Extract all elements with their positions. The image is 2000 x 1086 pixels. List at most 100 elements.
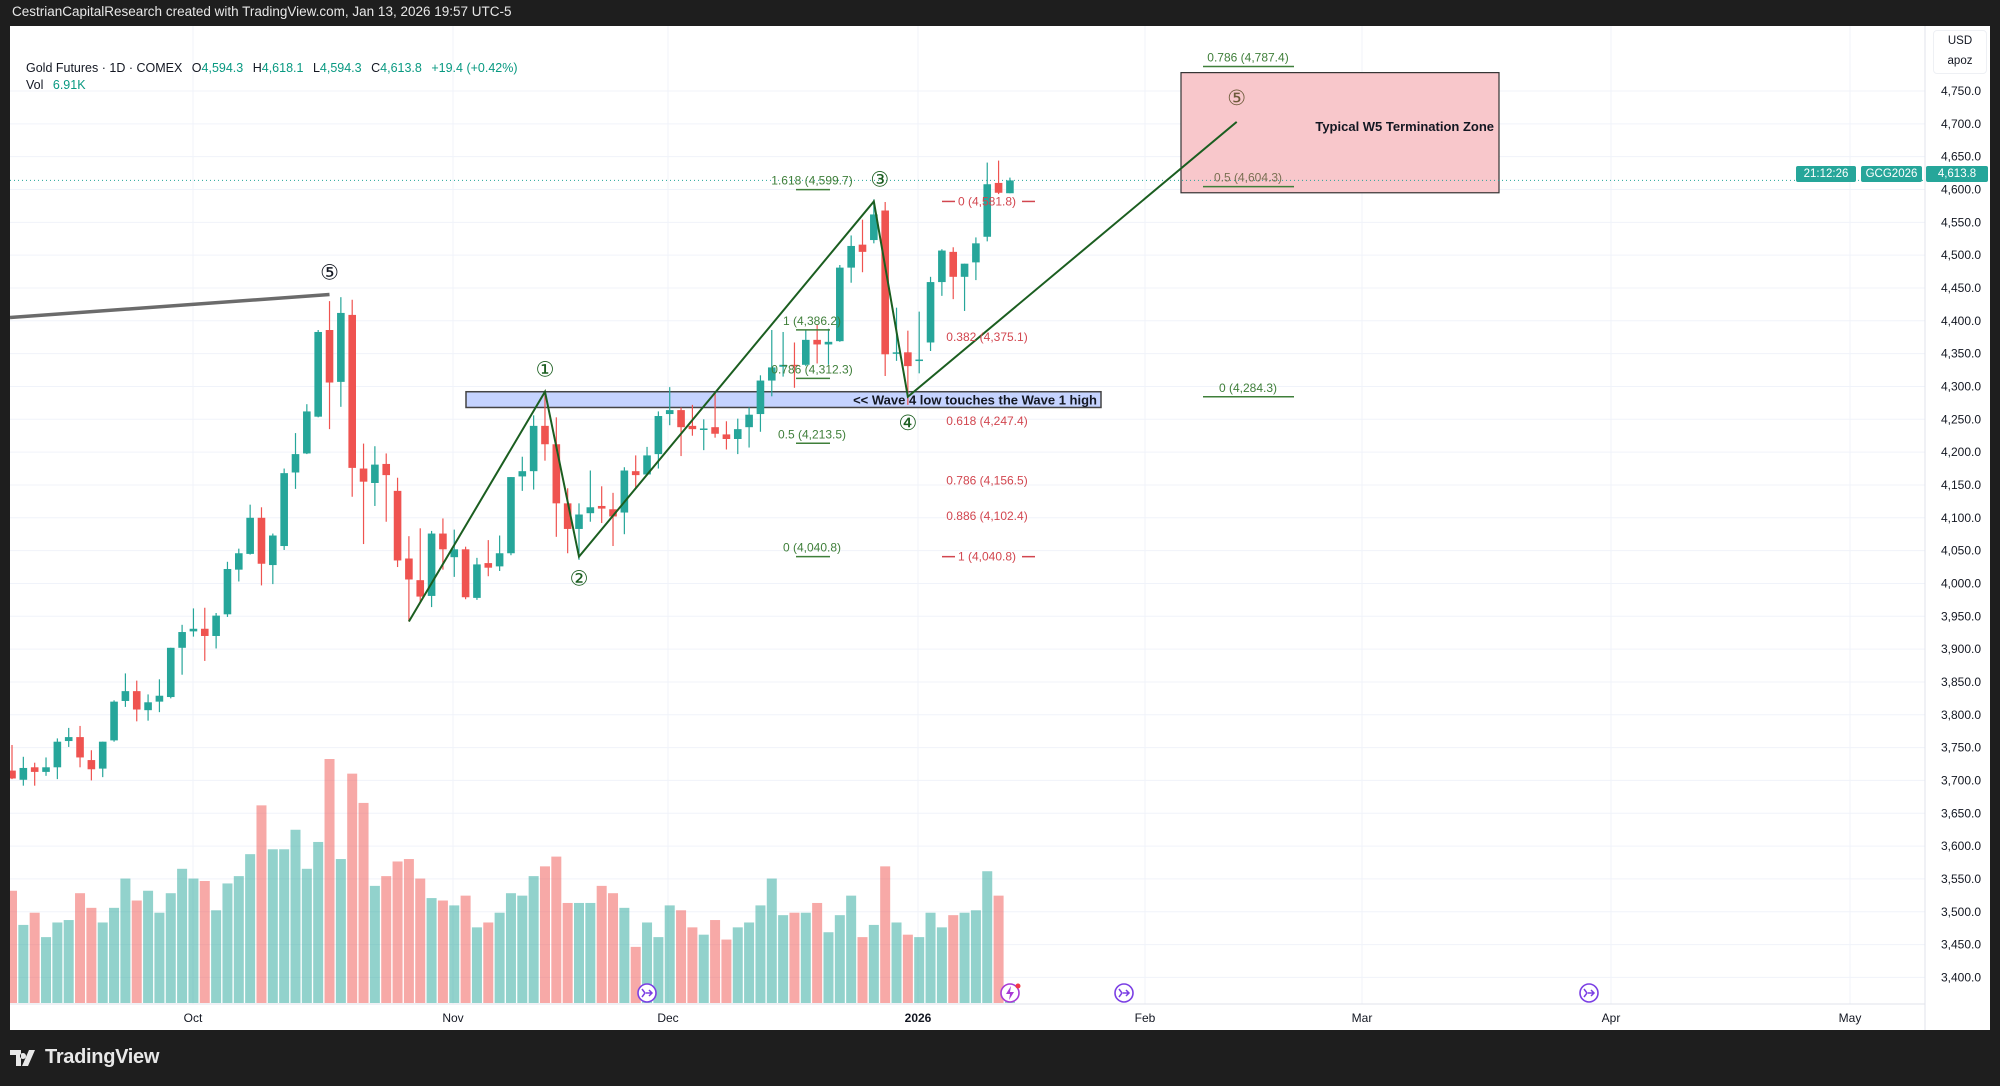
candle xyxy=(881,201,889,376)
volume-bar xyxy=(199,881,210,1003)
candle xyxy=(53,738,62,780)
candle-body xyxy=(178,632,186,648)
arrow-glyph xyxy=(1583,988,1596,998)
candle-body xyxy=(371,464,379,483)
price-tick-label: 4,700.0 xyxy=(1941,117,1981,131)
fib-retracement-label: 0.382 (4,375.1) xyxy=(946,330,1027,344)
price-scale-unit-selector[interactable]: USD apoz xyxy=(1933,30,1987,74)
chart-panel[interactable]: 4,750.0 4,700.0 4,650.0 4,600.0 4,550.0 4,500… xyxy=(10,26,1990,1030)
candle-body xyxy=(269,535,277,566)
candle-body xyxy=(824,341,833,345)
time-tick-label: Feb xyxy=(1135,1011,1156,1025)
candle xyxy=(802,330,810,367)
volume-bar xyxy=(823,932,834,1003)
volume-bar xyxy=(120,878,131,1003)
price-tick-label: 4,300.0 xyxy=(1941,379,1981,393)
candle-body xyxy=(733,429,742,439)
candle-body xyxy=(64,737,73,742)
fib-level-label: 1.618 (4,599.7) xyxy=(771,174,852,188)
candle xyxy=(767,330,776,397)
time-tick-label: May xyxy=(1839,1011,1862,1025)
event-arrow-icon[interactable] xyxy=(637,983,657,1003)
candle-body xyxy=(541,425,549,445)
price-change: +19.4 (+0.42%) xyxy=(431,61,518,75)
volume-bar xyxy=(86,907,97,1003)
arrow-glyph xyxy=(641,988,654,998)
candle-body xyxy=(552,444,561,504)
candle-body xyxy=(495,553,504,567)
candle-body xyxy=(858,244,867,252)
candle-body xyxy=(303,411,311,454)
candle-body xyxy=(631,471,640,476)
price-tick-label: 3,750.0 xyxy=(1941,741,1981,755)
price-tick-label: 4,550.0 xyxy=(1941,215,1981,229)
candle-body xyxy=(620,470,629,513)
candle xyxy=(450,529,459,577)
candle xyxy=(575,503,583,560)
event-arrow-icon[interactable] xyxy=(1579,983,1599,1003)
candle xyxy=(586,470,595,522)
candle xyxy=(132,680,141,722)
volume-bar xyxy=(528,876,539,1003)
candle-body xyxy=(949,251,958,277)
volume-bar xyxy=(959,912,970,1003)
candle-body xyxy=(87,760,96,770)
candle-body xyxy=(359,468,368,482)
candle-body xyxy=(450,549,459,558)
lightning-glyph xyxy=(1006,986,1014,1000)
earnings-lightning-icon[interactable] xyxy=(1000,983,1021,1003)
candle-body xyxy=(665,410,674,415)
candle-body xyxy=(246,517,254,554)
candle-body xyxy=(994,182,1003,193)
candle-body xyxy=(98,741,107,769)
price-tick-label: 4,250.0 xyxy=(1941,412,1981,426)
candle xyxy=(144,694,152,721)
candle xyxy=(779,331,787,377)
volume-bar xyxy=(403,859,414,1003)
candle-body xyxy=(699,428,708,430)
time-tick-label: Mar xyxy=(1352,1011,1373,1025)
volume-bar xyxy=(301,868,312,1003)
candle-body xyxy=(926,282,935,343)
tradingview-logo[interactable]: TradingView xyxy=(10,1046,159,1069)
volume-bar xyxy=(925,912,936,1003)
volume-bar xyxy=(256,805,267,1003)
volume-bar xyxy=(415,878,426,1003)
candle-body xyxy=(677,410,685,428)
candle xyxy=(847,235,855,283)
candle xyxy=(405,536,413,622)
volume-bar xyxy=(630,946,641,1003)
fib-retracement-label: 0.886 (4,102.4) xyxy=(946,509,1027,523)
price-chart[interactable]: 4,750.0 4,700.0 4,650.0 4,600.0 4,550.0 4,500… xyxy=(10,26,1990,1030)
symbol-title[interactable]: Gold Futures · 1D · COMEX xyxy=(26,61,183,75)
price-tick-label: 3,600.0 xyxy=(1941,839,1981,853)
candle xyxy=(87,750,96,781)
ohlc-high: H4,618.1 xyxy=(252,61,304,75)
price-tick-label: 4,150.0 xyxy=(1941,478,1981,492)
volume-label[interactable]: Vol xyxy=(26,78,44,92)
candle xyxy=(439,518,447,570)
time-tick-label: Nov xyxy=(442,1011,463,1025)
fib-level-label: 1 (4,386.2) xyxy=(783,314,841,328)
currency-label: USD xyxy=(1947,35,1973,47)
volume-bar xyxy=(642,922,653,1003)
fib-retracement-label: 0.618 (4,247.4) xyxy=(946,414,1027,428)
fib-level-label: 0.786 (4,787.4) xyxy=(1207,50,1288,64)
candle-body xyxy=(393,490,402,561)
price-tick-label: 3,950.0 xyxy=(1941,609,1981,623)
price-tick-label: 4,400.0 xyxy=(1941,314,1981,328)
unit-label: apoz xyxy=(1947,55,1973,67)
candle xyxy=(19,756,28,786)
candle xyxy=(677,407,685,457)
price-tick-label: 3,900.0 xyxy=(1941,642,1981,656)
candle xyxy=(64,727,73,747)
candle-body xyxy=(325,330,334,383)
attribution-bar: CestrianCapitalResearch created with Tra… xyxy=(12,4,512,19)
candle xyxy=(98,741,107,778)
event-arrow-icon[interactable] xyxy=(1114,983,1134,1003)
candle-body xyxy=(529,425,538,472)
price-tick-label: 3,400.0 xyxy=(1941,970,1981,984)
candle-body xyxy=(42,767,50,772)
candle-body xyxy=(756,380,765,415)
candle-body xyxy=(314,331,322,417)
